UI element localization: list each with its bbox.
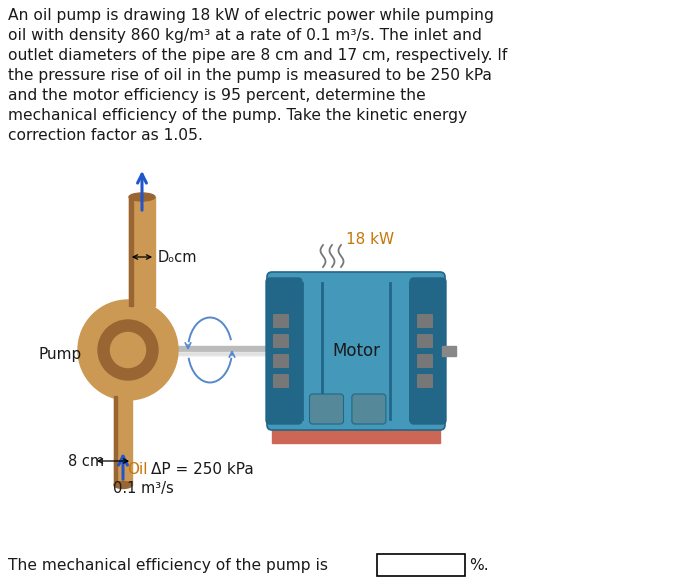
Ellipse shape bbox=[129, 193, 155, 201]
Text: Pump: Pump bbox=[38, 347, 81, 362]
Circle shape bbox=[110, 332, 145, 368]
Circle shape bbox=[78, 300, 178, 400]
FancyBboxPatch shape bbox=[273, 354, 289, 368]
Bar bbox=[377, 554, 465, 576]
FancyBboxPatch shape bbox=[352, 394, 386, 424]
Text: The mechanical efficiency of the pump is: The mechanical efficiency of the pump is bbox=[8, 558, 328, 573]
Text: %.: %. bbox=[469, 558, 489, 573]
FancyBboxPatch shape bbox=[266, 278, 302, 424]
Text: mechanical efficiency of the pump. Take the kinetic energy: mechanical efficiency of the pump. Take … bbox=[8, 108, 467, 123]
FancyBboxPatch shape bbox=[417, 374, 433, 388]
Text: and the motor efficiency is 95 percent, determine the: and the motor efficiency is 95 percent, … bbox=[8, 88, 426, 103]
Text: 8 cm: 8 cm bbox=[68, 454, 104, 469]
Bar bbox=[114, 396, 132, 485]
Bar bbox=[442, 346, 456, 356]
Bar bbox=[176, 351, 272, 354]
FancyBboxPatch shape bbox=[273, 334, 289, 348]
Text: Motor: Motor bbox=[332, 342, 380, 360]
Text: correction factor as 1.05.: correction factor as 1.05. bbox=[8, 128, 203, 143]
Text: 0.1 m³/s: 0.1 m³/s bbox=[113, 481, 174, 496]
Text: Dₒcm: Dₒcm bbox=[158, 249, 197, 264]
Bar bbox=[129, 197, 133, 306]
Bar bbox=[114, 396, 117, 485]
Text: ΔP = 250 kPa: ΔP = 250 kPa bbox=[151, 462, 254, 477]
FancyBboxPatch shape bbox=[267, 272, 445, 430]
Text: oil with density 860 kg/m³ at a rate of 0.1 m³/s. The inlet and: oil with density 860 kg/m³ at a rate of … bbox=[8, 28, 482, 43]
Text: Oil: Oil bbox=[127, 462, 147, 477]
Bar bbox=[176, 346, 272, 354]
Text: outlet diameters of the pipe are 8 cm and 17 cm, respectively. If: outlet diameters of the pipe are 8 cm an… bbox=[8, 48, 507, 63]
FancyBboxPatch shape bbox=[417, 334, 433, 348]
FancyBboxPatch shape bbox=[417, 354, 433, 368]
Text: 18 kW: 18 kW bbox=[346, 231, 394, 246]
FancyBboxPatch shape bbox=[310, 394, 343, 424]
Bar bbox=[129, 197, 155, 306]
Bar bbox=[272, 425, 440, 443]
Circle shape bbox=[98, 320, 158, 380]
Ellipse shape bbox=[114, 481, 132, 488]
Text: the pressure rise of oil in the pump is measured to be 250 kPa: the pressure rise of oil in the pump is … bbox=[8, 68, 492, 83]
FancyBboxPatch shape bbox=[273, 374, 289, 388]
FancyBboxPatch shape bbox=[417, 314, 433, 328]
FancyBboxPatch shape bbox=[273, 314, 289, 328]
Text: An oil pump is drawing 18 kW of electric power while pumping: An oil pump is drawing 18 kW of electric… bbox=[8, 8, 494, 23]
FancyBboxPatch shape bbox=[410, 278, 446, 424]
